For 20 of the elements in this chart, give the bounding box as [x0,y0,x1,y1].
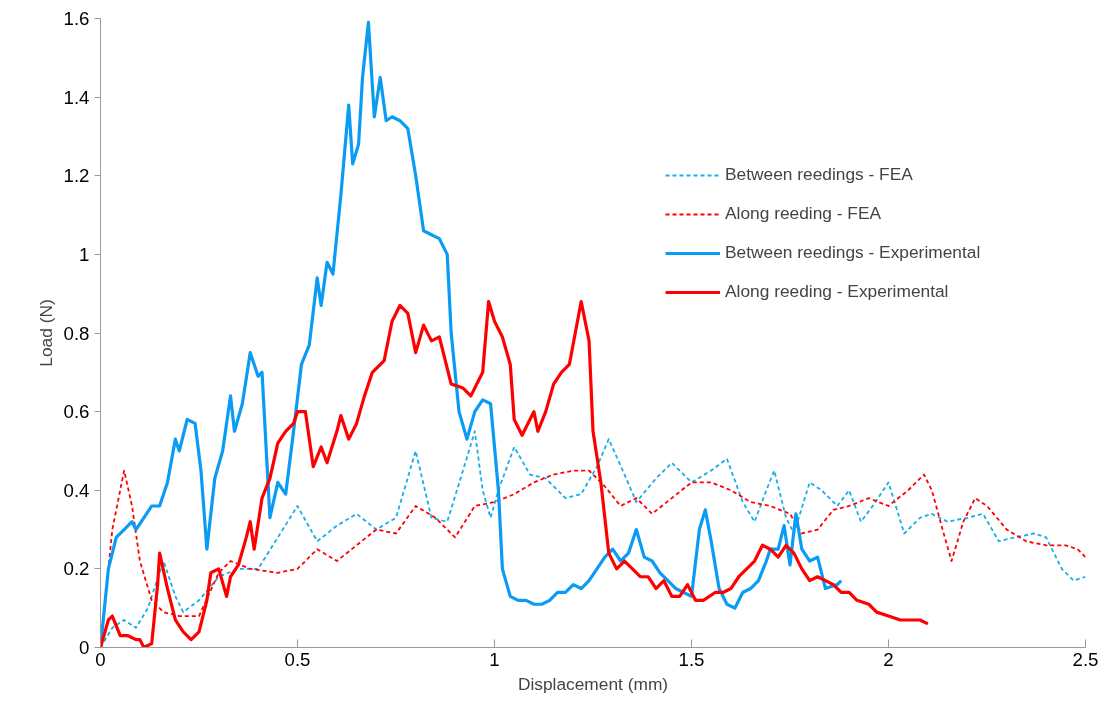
x-axis-title: Displacement (mm) [517,673,669,694]
y-tick-label: 1.4 [63,86,90,108]
x-tick-label: 1 [489,648,500,670]
y-tick-label: 0.4 [63,479,90,501]
x-tick-label: 2.5 [1072,648,1099,670]
y-tick-label: 1.6 [63,8,90,29]
legend-label: Along reeding - FEA [725,203,882,224]
y-tick-label: 1.2 [63,165,90,187]
x-tick-label: 2 [883,648,894,670]
y-tick-label: 1 [79,243,90,265]
x-tick-label: 1.5 [678,648,705,670]
y-axis-title: Load (N) [35,299,56,367]
legend-label: Between reedings - Experimental [725,242,981,263]
y-tick-label: 0.6 [63,401,90,423]
x-tick-label: 0 [95,648,106,670]
legend-label: Along reeding - Experimental [725,281,949,302]
legend-label: Between reedings - FEA [725,164,913,185]
y-tick-label: 0.8 [63,322,90,344]
y-tick-label: 0.2 [63,558,90,580]
x-tick-label: 0.5 [284,648,311,670]
